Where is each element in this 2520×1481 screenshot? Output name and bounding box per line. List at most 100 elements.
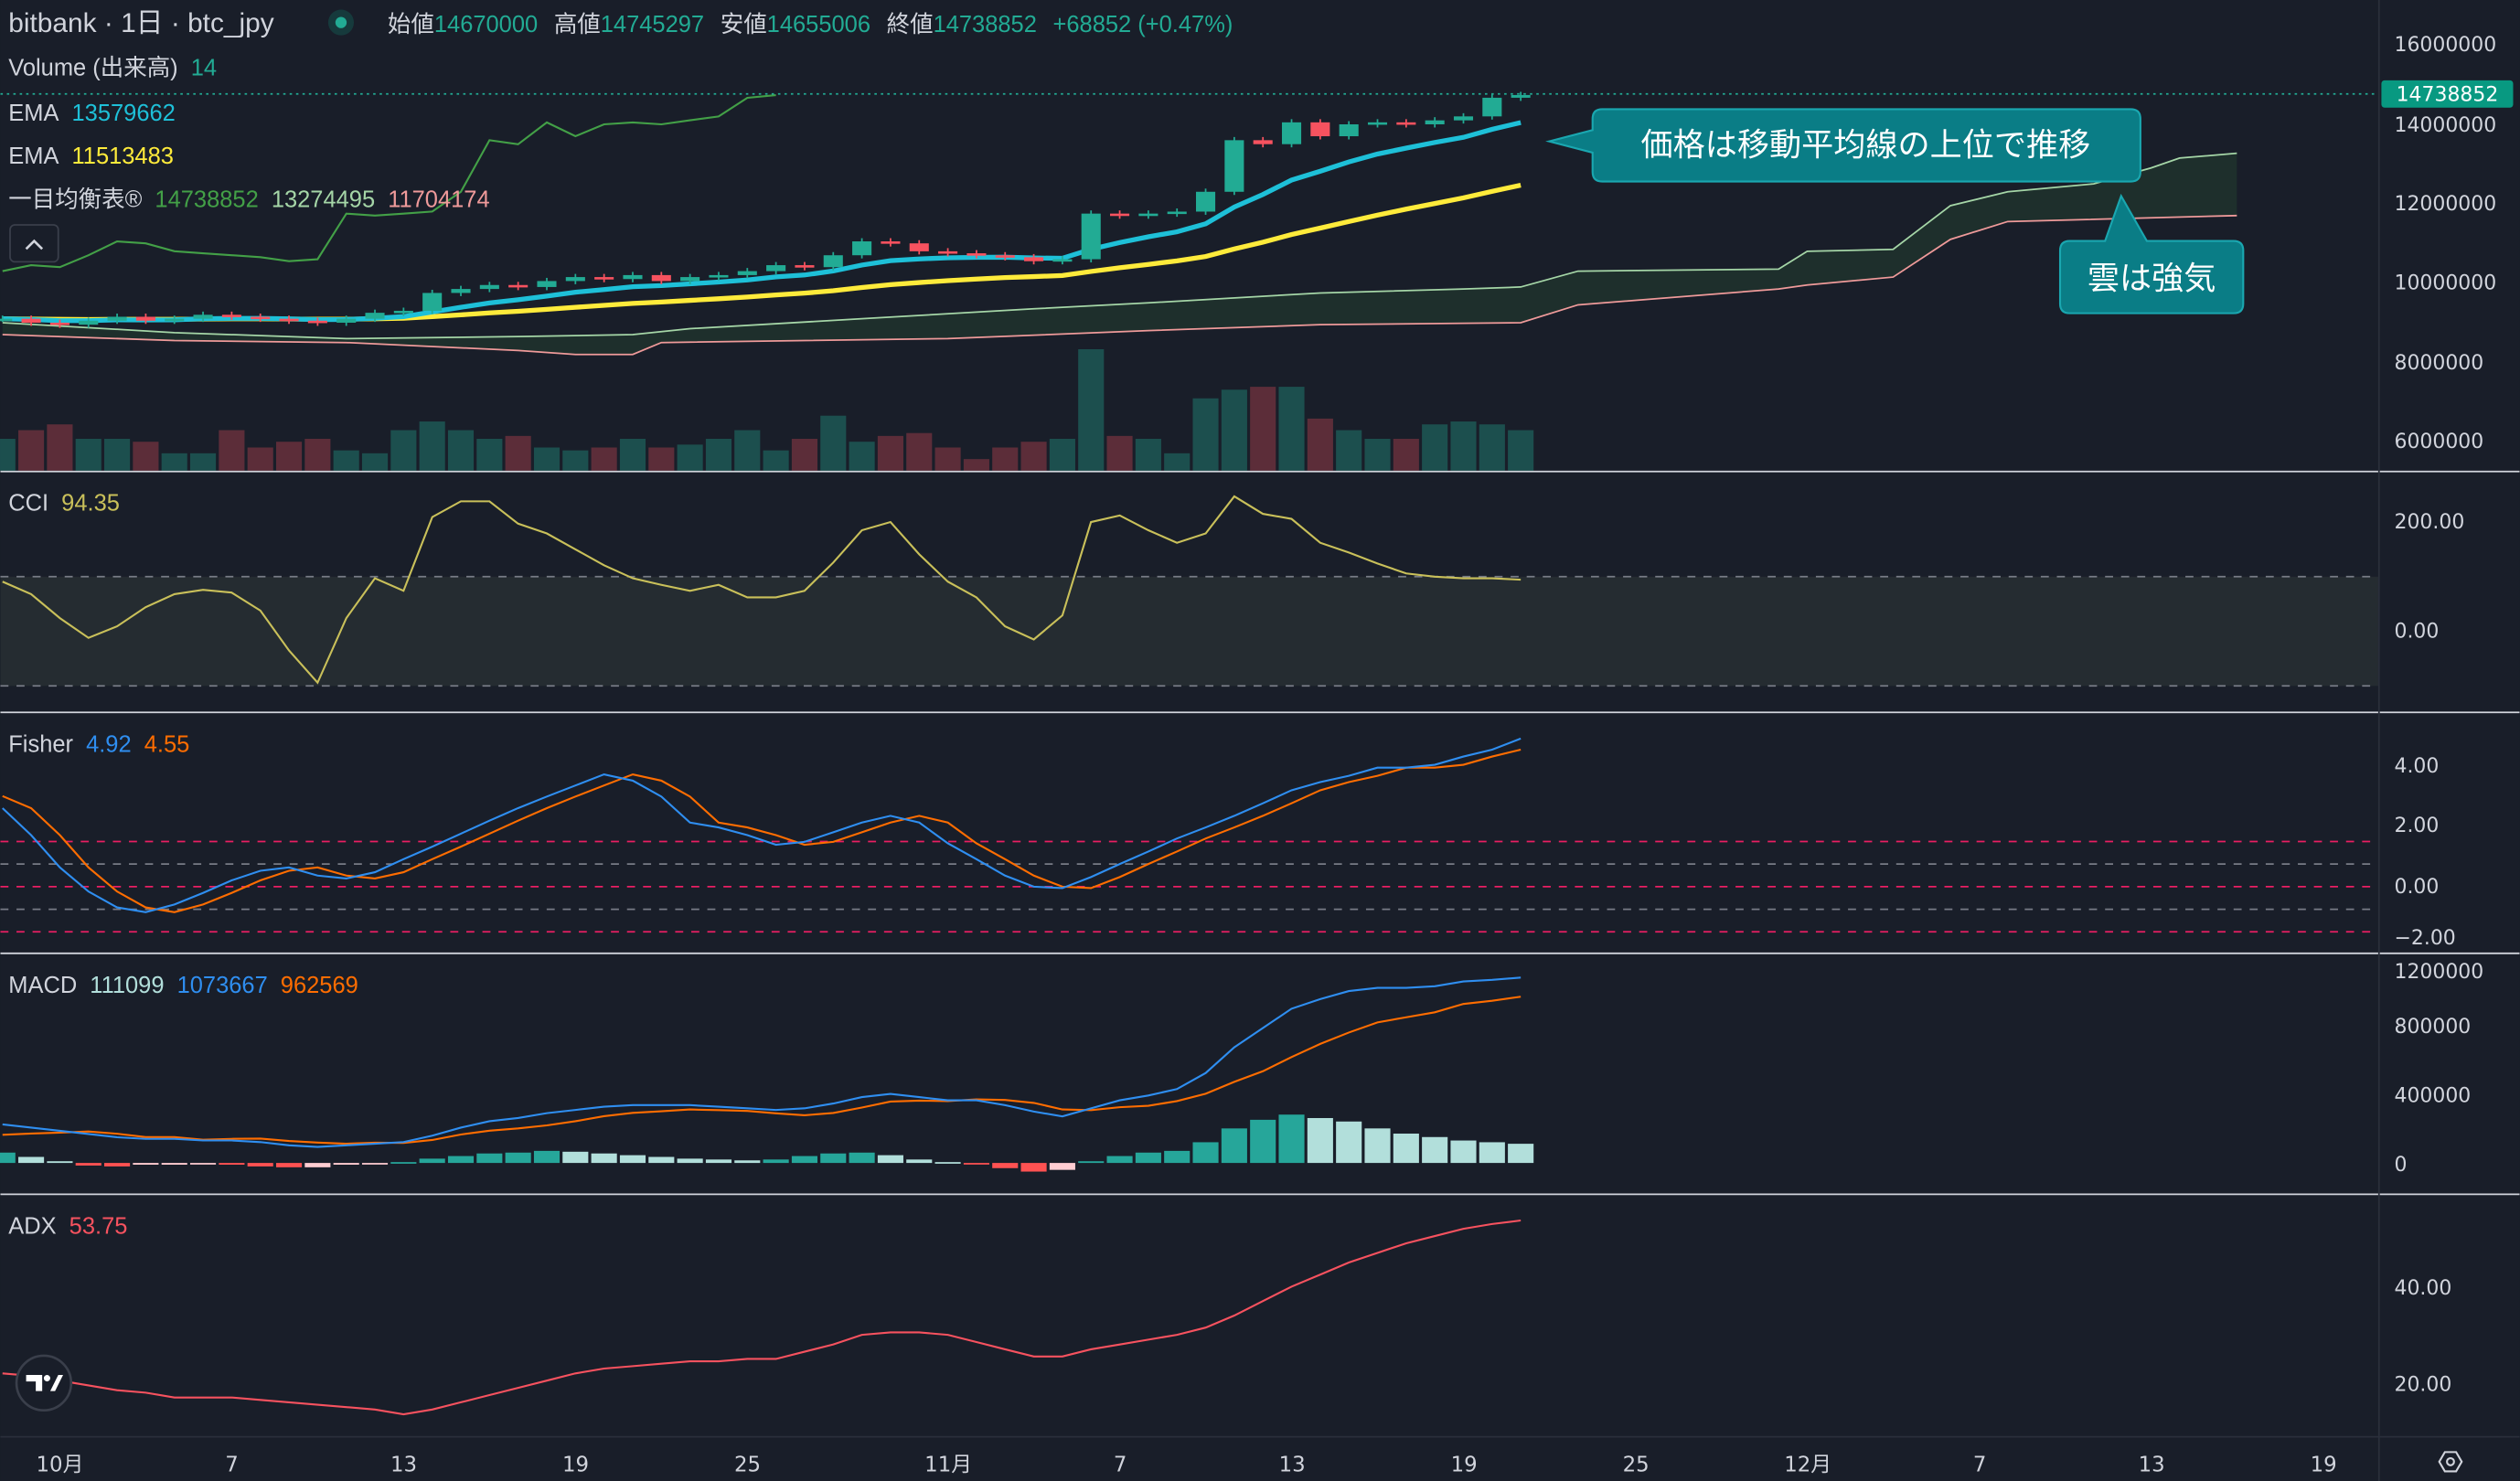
volume-bar	[1393, 439, 1419, 471]
macd-histogram-bar	[361, 1163, 389, 1165]
macd-histogram-bar	[18, 1156, 45, 1164]
candle-body	[1081, 213, 1101, 260]
fisher-legend[interactable]: Fisher 4.92 4.55	[8, 731, 189, 757]
cci-tick: 0.00	[2394, 621, 2439, 644]
collapse-legend-button[interactable]	[9, 224, 59, 263]
candle-body	[651, 274, 671, 282]
macd-histogram-bar	[1221, 1128, 1247, 1164]
macd-legend[interactable]: MACD 111099 1073667 962569	[8, 973, 358, 998]
candle-body	[221, 314, 241, 317]
candle-body	[365, 313, 385, 319]
fisher-line	[2, 737, 1522, 913]
price-tick: 16000000	[2394, 34, 2496, 57]
volume-bar	[0, 439, 16, 471]
macd-histogram-bar	[791, 1156, 818, 1164]
macd-histogram-bar	[1336, 1121, 1362, 1164]
candle-body	[1024, 257, 1044, 261]
fisher-axis[interactable]: 4.00 2.00 0.00 −2.00	[2394, 755, 2455, 950]
volume-bar	[705, 439, 732, 471]
macd-histogram-bar	[1135, 1152, 1161, 1164]
macd-histogram-bar	[1450, 1140, 1477, 1164]
macd-histogram-bar	[161, 1163, 187, 1165]
macd-histogram-bar	[333, 1163, 359, 1165]
settings-icon[interactable]	[2438, 1451, 2463, 1473]
volume-bar	[219, 430, 245, 471]
volume-bar	[476, 439, 503, 471]
callout-price-above-ma[interactable]: 価格は移動平均線の上位で推移	[1545, 108, 2141, 183]
cci-legend[interactable]: CCI 94.35	[8, 491, 120, 517]
volume-bar	[161, 453, 187, 471]
volume-bar	[189, 453, 217, 471]
macd-axis[interactable]: 1200000 800000 400000 0	[2394, 961, 2483, 1177]
macd-histogram-bar	[219, 1163, 245, 1165]
volume-bar	[247, 447, 273, 471]
volume-bar	[1336, 430, 1362, 471]
symbol-title[interactable]: bitbank · 1日 · btc_jpy	[8, 8, 273, 38]
volume-bar	[419, 421, 445, 471]
callout-cloud-bullish[interactable]: 雲は強気	[2058, 193, 2245, 314]
candle-body	[1195, 191, 1216, 212]
time-tick: 25	[734, 1453, 761, 1476]
time-tick: 19	[1451, 1453, 1478, 1476]
candle-body	[251, 316, 271, 320]
price-axis[interactable]: 16000000 14000000 12000000 10000000 8000…	[2394, 34, 2496, 453]
adx-legend[interactable]: ADX 53.75	[8, 1213, 127, 1239]
volume-bar	[934, 447, 961, 471]
macd-histogram-bar	[1307, 1117, 1333, 1164]
macd-histogram-bar	[104, 1163, 131, 1167]
volume-bar	[1164, 453, 1191, 471]
macd-histogram-bar	[75, 1163, 101, 1166]
candle-body	[1482, 97, 1502, 117]
adx-axis[interactable]: 40.00 20.00	[2394, 1277, 2451, 1396]
macd-histogram-bar	[1049, 1163, 1075, 1170]
macd-histogram-bar	[992, 1163, 1019, 1168]
volume-bar	[18, 430, 45, 471]
high-value: 14745297	[601, 12, 704, 37]
candle-body	[766, 265, 786, 272]
volume-bar	[963, 459, 989, 471]
ichimoku-legend[interactable]: 一目均衡表® 14738852 13274495 11704174	[8, 187, 489, 213]
macd-histogram-bar	[533, 1150, 561, 1164]
price-tick: 6000000	[2394, 431, 2483, 453]
macd-tick: 400000	[2394, 1084, 2471, 1107]
macd-histogram-bar	[304, 1163, 331, 1167]
ema2-legend[interactable]: EMA 11513483	[8, 144, 174, 169]
macd-histogram-bar	[562, 1151, 589, 1164]
volume-bar	[648, 447, 675, 471]
volume-bar	[562, 450, 589, 471]
candle-body	[1367, 122, 1388, 125]
candle-body	[1052, 259, 1073, 262]
candle-body	[1253, 140, 1273, 144]
macd-histogram-bar	[648, 1156, 675, 1164]
candle-body	[909, 243, 929, 251]
candle-body	[165, 318, 185, 322]
volume-bar	[1479, 424, 1505, 471]
macd-histogram-bar	[189, 1163, 217, 1165]
macd-histogram-bar	[763, 1159, 789, 1164]
macd-histogram-bar	[476, 1153, 503, 1164]
candle-body	[537, 281, 557, 287]
time-tick: 7	[1114, 1453, 1127, 1476]
cci-band-fill	[0, 576, 2378, 687]
ichimoku-lagging-line	[2, 93, 776, 272]
macd-histogram-bar	[963, 1163, 989, 1165]
candle-body	[193, 314, 213, 319]
time-tick: 13	[2139, 1453, 2165, 1476]
candle-body	[508, 284, 529, 288]
tradingview-logo[interactable]	[15, 1354, 73, 1412]
plots	[0, 91, 2378, 1416]
candle-body	[680, 277, 700, 282]
chevron-up-icon	[25, 239, 44, 250]
market-status-icon	[327, 9, 355, 36]
ichimoku-span-b	[2, 214, 2237, 356]
indicator-legends: Volume (出来高) 14 EMA 13579662 EMA 11513483 一…	[8, 56, 489, 1240]
time-axis[interactable]: 10月 7 13 19 25 11月 7 13 19 25 12月 7 13 1…	[37, 1453, 2337, 1476]
volume-bar	[1508, 430, 1534, 471]
cci-axis[interactable]: 200.00 0.00	[2394, 511, 2464, 643]
candle-body	[1110, 213, 1130, 217]
macd-tick: 1200000	[2394, 961, 2483, 984]
ema1-legend[interactable]: EMA 13579662	[8, 101, 176, 126]
volume-legend[interactable]: Volume (出来高) 14	[8, 56, 217, 81]
volume-bar	[75, 439, 101, 471]
